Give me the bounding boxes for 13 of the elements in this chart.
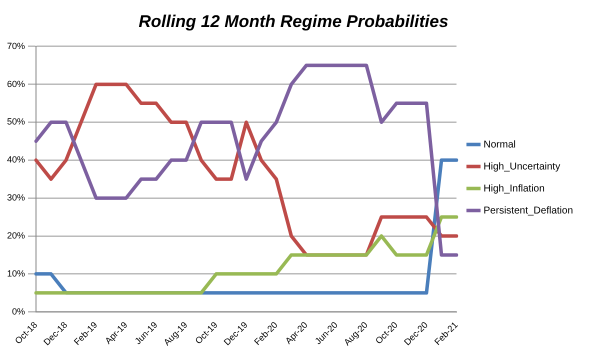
y-tick-label: 40% [7,154,26,165]
chart-title: Rolling 12 Month Regime Probabilities [138,12,448,31]
legend-label: High_Inflation [484,183,545,194]
y-tick-label: 10% [7,268,26,278]
y-tick-label: 20% [7,230,26,240]
y-tick-label: 0% [12,306,26,316]
y-tick-label: 70% [7,40,26,51]
y-tick-label: 60% [7,78,26,89]
legend-label: High_Uncertainty [484,161,560,172]
y-tick-label: 30% [7,192,26,203]
legend-label: Persistent_Deflation [484,205,574,216]
y-tick-label: 50% [7,116,26,127]
legend-label: Normal [484,139,516,150]
